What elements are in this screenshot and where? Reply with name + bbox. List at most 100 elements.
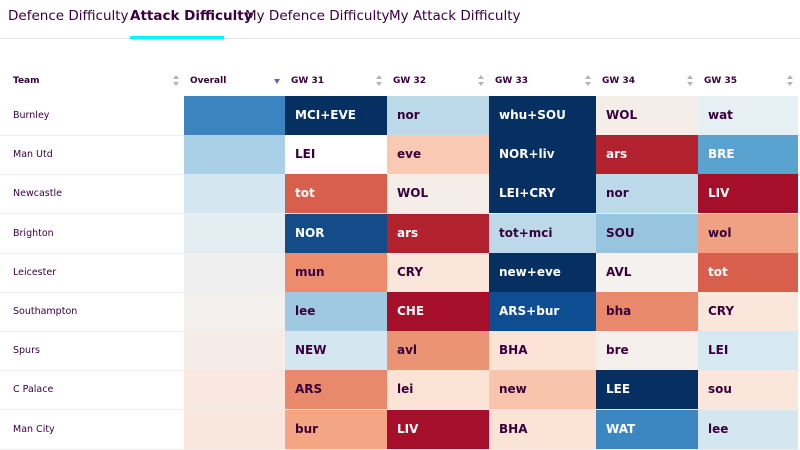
team-name: Brighton bbox=[13, 227, 54, 239]
header-team-label: Team bbox=[13, 76, 40, 86]
header-gw35[interactable]: GW 35 bbox=[698, 66, 798, 96]
team-name: Burnley bbox=[13, 110, 50, 121]
header-overall-label: Overall bbox=[190, 76, 227, 86]
header-gw34[interactable]: GW 34 bbox=[596, 66, 698, 96]
header-gw-label: GW 35 bbox=[704, 76, 737, 86]
tab-defence-difficulty[interactable]: Defence Difficulty bbox=[8, 8, 129, 24]
overall-difficulty-cell bbox=[184, 331, 285, 371]
fixture-cell-gw31: LEI bbox=[285, 135, 387, 175]
overall-difficulty-cell bbox=[184, 409, 285, 449]
table-row: C Palace ARS lei new LEE sou bbox=[0, 370, 800, 411]
fixture-cell-gw33: new+eve bbox=[489, 252, 596, 292]
fixture-cell-gw34: ars bbox=[596, 135, 698, 175]
table-row: Leicester mun CRY new+eve AVL tot bbox=[0, 252, 800, 293]
tab-my-attack-difficulty[interactable]: My Attack Difficulty bbox=[389, 8, 521, 24]
header-gw33[interactable]: GW 33 bbox=[489, 66, 596, 96]
fixture-cell-gw31: tot bbox=[285, 174, 387, 214]
overall-difficulty-cell bbox=[184, 213, 285, 253]
table-row: Spurs NEW avl BHA bre LEI bbox=[0, 331, 800, 372]
header-overall[interactable]: Overall bbox=[184, 66, 285, 96]
header-gw-label: GW 33 bbox=[495, 76, 528, 86]
fixture-cell-gw32: lei bbox=[387, 370, 489, 410]
team-name: Man Utd bbox=[13, 149, 53, 161]
team-name: Man City bbox=[13, 423, 55, 435]
fixture-cell-gw33: BHA bbox=[489, 331, 596, 371]
table-row: Southampton lee CHE ARS+bur bha CRY bbox=[0, 292, 800, 332]
fixture-cell-gw32: eve bbox=[387, 135, 489, 175]
active-tab-indicator bbox=[130, 36, 224, 39]
fixture-cell-gw34: bre bbox=[596, 331, 698, 371]
fixture-cell-gw34: WOL bbox=[596, 96, 698, 135]
fixture-cell-gw34: SOU bbox=[596, 213, 698, 253]
sort-icon bbox=[477, 75, 485, 87]
fixture-cell-gw33: LEI+CRY bbox=[489, 174, 596, 214]
fixture-cell-gw35: wat bbox=[698, 96, 798, 135]
overall-difficulty-cell bbox=[184, 135, 285, 175]
sort-icon bbox=[375, 75, 383, 87]
fixture-cell-gw31: mun bbox=[285, 252, 387, 292]
table-row: Man City bur LIV BHA WAT lee bbox=[0, 409, 800, 450]
team-name: Spurs bbox=[13, 345, 40, 357]
header-gw31[interactable]: GW 31 bbox=[285, 66, 387, 96]
overall-difficulty-cell bbox=[184, 370, 285, 410]
sort-desc-icon bbox=[274, 79, 280, 84]
fixture-cell-gw34: bha bbox=[596, 292, 698, 331]
tab-my-defence-difficulty[interactable]: My Defence Difficulty bbox=[245, 8, 390, 24]
fixture-cell-gw31: lee bbox=[285, 292, 387, 331]
table-row: Man Utd LEI eve NOR+liv ars BRE bbox=[0, 135, 800, 176]
fixture-cell-gw35: tot bbox=[698, 252, 798, 292]
fixture-cell-gw31: NOR bbox=[285, 213, 387, 253]
fixture-cell-gw33: new bbox=[489, 370, 596, 410]
fixture-cell-gw35: sou bbox=[698, 370, 798, 410]
overall-difficulty-cell bbox=[184, 96, 285, 135]
fixture-cell-gw33: ARS+bur bbox=[489, 292, 596, 331]
fixture-cell-gw32: WOL bbox=[387, 174, 489, 214]
fixture-cell-gw31: NEW bbox=[285, 331, 387, 371]
overall-difficulty-cell bbox=[184, 252, 285, 292]
fixture-cell-gw32: avl bbox=[387, 331, 489, 371]
fixture-cell-gw31: MCI+EVE bbox=[285, 96, 387, 135]
fixture-cell-gw35: wol bbox=[698, 213, 798, 253]
fixture-cell-gw34: nor bbox=[596, 174, 698, 214]
fixture-cell-gw34: AVL bbox=[596, 252, 698, 292]
tab-attack-difficulty[interactable]: Attack Difficulty bbox=[130, 8, 253, 24]
overall-difficulty-cell bbox=[184, 174, 285, 214]
overall-difficulty-cell bbox=[184, 292, 285, 331]
fixture-cell-gw33: whu+SOU bbox=[489, 96, 596, 135]
header-gw-label: GW 32 bbox=[393, 76, 426, 86]
sort-icon bbox=[584, 75, 592, 87]
fixture-cell-gw35: lee bbox=[698, 409, 798, 449]
table-header: Team Overall GW 31 GW 32 GW 33 GW 34 GW … bbox=[0, 66, 800, 96]
fixture-cell-gw34: WAT bbox=[596, 409, 698, 449]
header-gw-label: GW 31 bbox=[291, 76, 324, 86]
sort-icon bbox=[786, 75, 794, 87]
fixture-cell-gw32: nor bbox=[387, 96, 489, 135]
fixture-cell-gw32: LIV bbox=[387, 409, 489, 449]
fixture-cell-gw34: LEE bbox=[596, 370, 698, 410]
team-name: C Palace bbox=[13, 384, 54, 396]
fixture-cell-gw35: CRY bbox=[698, 292, 798, 331]
fixture-cell-gw32: CRY bbox=[387, 252, 489, 292]
team-name: Southampton bbox=[13, 306, 78, 317]
team-name: Leicester bbox=[13, 266, 57, 278]
fixture-cell-gw32: CHE bbox=[387, 292, 489, 331]
fixture-cell-gw35: BRE bbox=[698, 135, 798, 175]
team-name: Newcastle bbox=[13, 188, 62, 200]
fixture-cell-gw31: ARS bbox=[285, 370, 387, 410]
fixture-cell-gw31: bur bbox=[285, 409, 387, 449]
table-row: Brighton NOR ars tot+mci SOU wol bbox=[0, 213, 800, 254]
sort-icon bbox=[172, 75, 180, 87]
fixture-cell-gw32: ars bbox=[387, 213, 489, 253]
header-team[interactable]: Team bbox=[7, 66, 184, 96]
table-row: Newcastle tot WOL LEI+CRY nor LIV bbox=[0, 174, 800, 215]
difficulty-tabs: Defence Difficulty Attack Difficulty My … bbox=[0, 0, 800, 39]
fixture-cell-gw35: LIV bbox=[698, 174, 798, 214]
fixture-cell-gw33: BHA bbox=[489, 409, 596, 449]
header-gw-label: GW 34 bbox=[602, 76, 635, 86]
fixture-cell-gw35: LEI bbox=[698, 331, 798, 371]
header-gw32[interactable]: GW 32 bbox=[387, 66, 489, 96]
fixture-cell-gw33: NOR+liv bbox=[489, 135, 596, 175]
fixture-cell-gw33: tot+mci bbox=[489, 213, 596, 253]
sort-icon bbox=[686, 75, 694, 87]
table-row: Burnley MCI+EVE nor whu+SOU WOL wat bbox=[0, 96, 800, 136]
